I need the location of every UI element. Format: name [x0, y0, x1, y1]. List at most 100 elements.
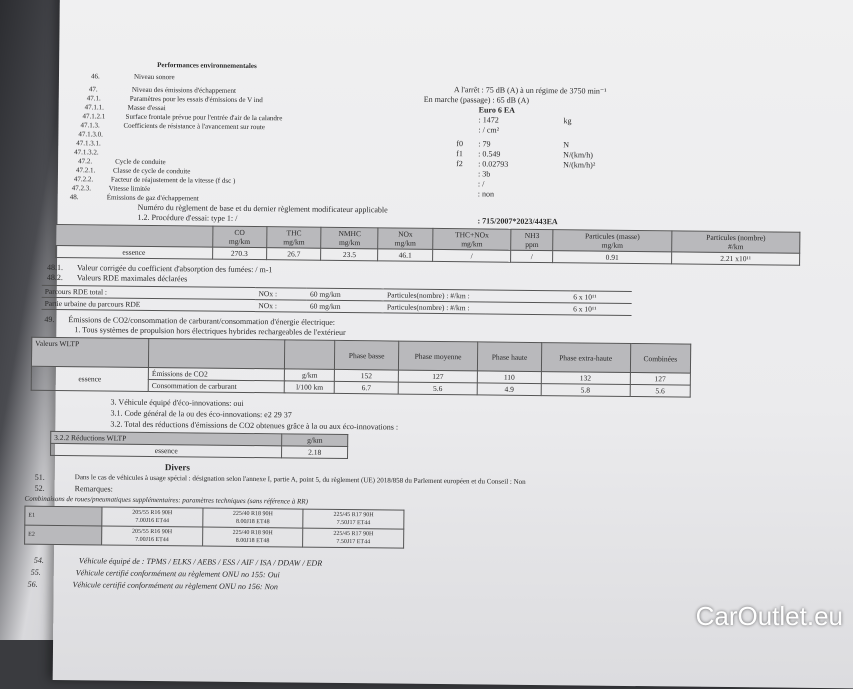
item-label: Niveau sonore: [133, 72, 175, 82]
speed-limited: : non: [477, 189, 495, 199]
rde-cell: 60 mg/km: [306, 300, 384, 313]
f2-value: : 0.02793: [478, 159, 509, 169]
tyre-cell: 225/45 R17 90H 7.50J17 ET44: [302, 528, 404, 549]
rim-size: 8.00J18 ET48: [235, 518, 270, 526]
item-label: Valeurs RDE maximales déclarées: [76, 273, 188, 284]
rde-cell: 60 mg/km: [307, 288, 385, 301]
value-cell: 23.5: [321, 248, 379, 261]
item-number: 47.2.: [78, 157, 93, 166]
f0-unit: N: [563, 140, 570, 150]
value-cell: 152: [334, 369, 399, 383]
item-number: 47.: [88, 85, 98, 94]
noise-driving: En marche (passage) : 65 dB (A): [423, 94, 530, 105]
emissions-table: CO mg/km THC mg/km NMHC mg/km NOx mg/km THC+NOx m…: [55, 224, 800, 266]
fuel-cell: essence: [31, 366, 149, 392]
item-label: Cycle de conduite: [115, 157, 166, 167]
watermark-logo: CarOutlet.eu: [695, 601, 843, 631]
header-cell: [55, 224, 213, 248]
item-number: 47.1.2.1: [82, 112, 106, 121]
value-cell: /: [510, 250, 553, 263]
value-cell: 4.9: [477, 382, 541, 396]
unit: mg/km: [601, 240, 623, 250]
item-number: 56.: [27, 579, 38, 589]
item-number: 47.1.3.0.: [78, 130, 103, 139]
divers-title: Divers: [164, 462, 190, 473]
value-cell: 5.8: [540, 383, 630, 397]
item-label: Classe de cycle de conduite: [112, 166, 191, 176]
item-label: Niveau des émissions d'échappement: [131, 85, 237, 95]
row-label: Consommation de carburant: [148, 379, 285, 393]
item-label: Véhicule équipé de : TPMS / ELKS / AEBS …: [78, 556, 323, 568]
frontal-area: : / cm²: [478, 125, 500, 135]
unit-cell: l/100 km: [284, 380, 335, 394]
wltp-table: Valeurs WLTP Phase basse Phase moyenne Phas…: [31, 337, 692, 398]
rde-cell: 6 x 10¹¹: [570, 302, 632, 316]
header-cell: CO mg/km: [212, 226, 267, 248]
unit: mg/km: [394, 238, 416, 248]
f1-unit: N/(km/h): [563, 150, 594, 160]
eco-innovation-code: 3.1. Code général de la ou des éco-innov…: [110, 408, 292, 420]
value-cell: 127: [397, 370, 478, 383]
unit: #/km: [728, 242, 744, 252]
f1-value: : 0.549: [478, 149, 501, 159]
value-cell: 110: [477, 370, 541, 384]
value-cell: 5.6: [629, 384, 691, 398]
value-cell: 127: [629, 372, 691, 386]
item-number: 51.: [34, 472, 45, 482]
f0-label: f0: [456, 139, 464, 149]
value-cell: 46.1: [377, 248, 433, 262]
rde-cell: Partie urbaine du parcours RDE: [41, 297, 256, 312]
unit: mg/km: [283, 237, 305, 247]
rde-cell: NOx :: [255, 287, 308, 301]
phase-header: Phase extra-haute: [540, 342, 631, 373]
axle-cell: E2: [24, 525, 102, 545]
item-number: 47.1.3.1.: [76, 139, 101, 148]
item-label: Facteur de réajustement de la vitesse (f…: [110, 175, 236, 185]
header-cell: Particules (masse) mg/km: [552, 229, 672, 252]
tyre-table: E1 205/55 R16 90H 7.00J16 ET44 225/40 R18 9…: [24, 506, 404, 549]
f2-label: f2: [456, 159, 463, 169]
item-number: 48.: [69, 193, 79, 202]
noise-stationary: A l'arrêt : 75 dB (A) à un régime de 375…: [453, 85, 607, 96]
item-number: 47.2.2.: [73, 175, 94, 184]
value-cell: 132: [540, 371, 631, 385]
cycle-class: : 3b: [477, 169, 491, 179]
item-label: Émissions de gaz d'échappement: [106, 193, 199, 203]
rim-size: 7.00J16 ET44: [135, 517, 170, 525]
unit-cell: g/km: [284, 368, 335, 382]
pollutant: NH3: [524, 230, 540, 241]
item-label: Remarques:: [74, 484, 113, 494]
value-cell: 270.3: [212, 247, 267, 260]
item-label: Vitesse limitée: [108, 184, 151, 193]
fdsc: : /: [477, 179, 485, 189]
item-number: 46.: [90, 72, 100, 81]
item-number: 47.2.3.: [71, 184, 92, 193]
euro-class: Euro 6 EA: [478, 105, 516, 115]
item-number: 47.1.3.2.: [74, 148, 99, 157]
header-cell: THC+NOx mg/km: [432, 228, 512, 251]
item-label: Paramètres pour les essais d'émissions d…: [129, 94, 263, 105]
fuel-cell: essence: [55, 245, 213, 260]
eco-innovation-total: 3.2. Total des réductions d'émissions de…: [110, 419, 399, 432]
regulation-number: : 715/2007*2023/443EA: [477, 216, 558, 227]
axle-cell: E1: [24, 506, 102, 526]
tyre-cell: 225/45 R17 90H 7.50J17 ET44: [303, 509, 404, 530]
rde-table: Parcours RDE total : NOx :60 mg/km Particu…: [41, 285, 632, 316]
unit: ppm: [525, 239, 539, 250]
value-cell: 6.7: [334, 381, 398, 395]
unit: mg/km: [461, 239, 483, 249]
section-title: Performances environnementales: [157, 61, 257, 71]
f1-label: f1: [456, 149, 463, 159]
f0-value: : 79: [478, 139, 491, 149]
item-label: Véhicule certifié conformément au règlem…: [75, 568, 280, 580]
mass-unit: kg: [563, 116, 572, 126]
value-cell: 2.18: [281, 445, 348, 459]
test-mass: : 1472: [478, 115, 499, 125]
item-number: 47.1.3.: [80, 121, 100, 130]
item-label: Masse d'essai: [127, 103, 166, 113]
item-number: 48.1.: [46, 262, 64, 273]
item-label: Véhicule certifié conformément au règlem…: [72, 580, 279, 592]
eco-innovation-flag: 3. Véhicule équipé d'éco-innovations: ou…: [110, 397, 244, 408]
tyre-cell: 225/40 R18 90H 8.00J18 ET48: [202, 508, 304, 529]
item-number: 48.2.: [46, 272, 63, 283]
